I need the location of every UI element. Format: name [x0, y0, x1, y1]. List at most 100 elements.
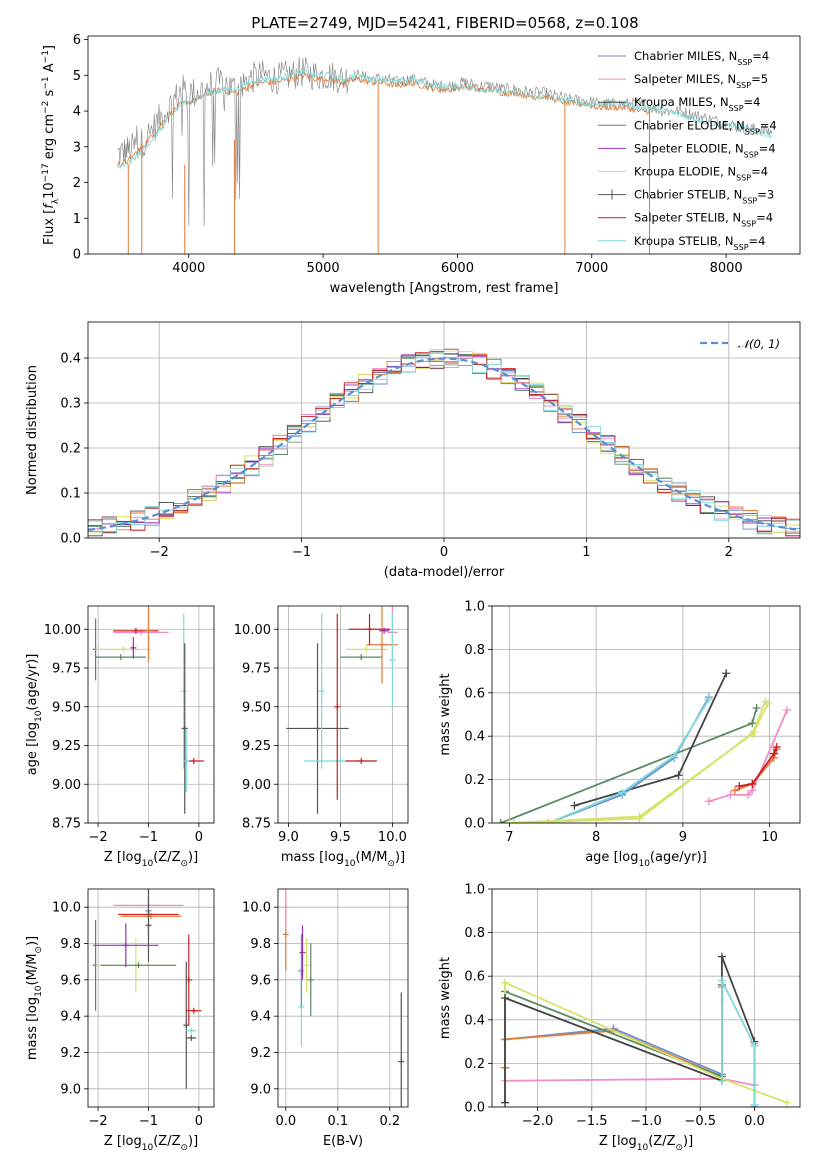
y-tick-label: 9.25 [242, 739, 271, 754]
weight-marker [501, 994, 510, 1002]
x-tick-label: 9.5 [330, 830, 351, 845]
panel-spectrum: PLATE=2749, MJD=54241, FIBERID=0568, z=0… [41, 14, 801, 296]
data-point [183, 730, 190, 792]
legend-label: 𝒩(0, 1) [738, 337, 780, 351]
data-point [318, 613, 325, 769]
weight-marker [717, 952, 726, 961]
data-point [186, 1027, 197, 1034]
x-axis-label: E(B-V) [323, 1134, 363, 1149]
data-point [345, 758, 377, 764]
data-point [299, 925, 306, 980]
y-tick-label: 0.2 [60, 442, 81, 457]
y-axis-label: mass [log10(M/M⊙)] [25, 936, 44, 1060]
y-tick-label: 0.8 [464, 643, 485, 658]
data-point [181, 643, 188, 814]
weight-marker [782, 1098, 791, 1107]
plot-area [92, 606, 204, 814]
y-tick-label: 9.00 [242, 778, 271, 793]
weight-marker [752, 703, 761, 712]
weight-marker [750, 1100, 759, 1107]
spectrum-series [117, 67, 773, 169]
y-tick-label: 0.0 [464, 1101, 485, 1116]
y-axis-label: mass weight [438, 957, 453, 1039]
weight-series [504, 956, 756, 1107]
data-point [145, 889, 152, 962]
weight-marker [782, 706, 791, 715]
weight-marker [726, 790, 735, 799]
weight-series [721, 980, 756, 1105]
weight-marker [501, 1098, 510, 1107]
x-axis-label: mass [log10(M/M⊙)] [281, 850, 405, 869]
x-tick-label: −2 [88, 1114, 107, 1129]
data-point [282, 889, 289, 929]
legend-label: Kroupa ELODIE, NSSP=4 [634, 165, 768, 183]
y-tick-label: 9.50 [52, 700, 81, 715]
y-tick-label: 0.8 [464, 926, 485, 941]
weight-marker [704, 695, 713, 704]
data-point [145, 606, 152, 662]
y-tick-label: 0.4 [464, 1013, 485, 1028]
y-tick-label: 10.0 [52, 901, 81, 916]
axes-frame [277, 888, 409, 1108]
axes-frame [277, 605, 409, 824]
y-tick-label: 10.00 [44, 623, 81, 638]
legend-label: Salpeter MILES, NSSP=5 [634, 72, 768, 90]
plot-area [286, 606, 398, 814]
panel-weight-vs-Z: −2.0 −1.5 −1.0 −0.5 0.0 0.0 0.2 0.4 0.6 0.8 1.0 Z [… [438, 883, 801, 1153]
x-tick-label: 10.0 [378, 830, 407, 845]
y-tick-label: 8.75 [242, 817, 271, 832]
x-tick-label: −1.5 [576, 1114, 608, 1129]
data-point [93, 923, 159, 968]
data-point [345, 646, 388, 653]
weight-marker [743, 790, 752, 799]
y-tick-label: 0.1 [60, 487, 81, 502]
weight-marker [748, 779, 757, 788]
legend: 𝒩(0, 1) [700, 337, 780, 351]
y-tick-label: 4 [73, 105, 81, 120]
plot-area [88, 348, 800, 537]
weight-marker [772, 743, 781, 752]
panel-age-vs-Z: −2 −1 0 8.75 9.00 9.25 9.50 9.75 10.00 Z [log10(Z… [25, 605, 215, 869]
y-tick-label: 9.2 [250, 1046, 271, 1061]
weight-marker [763, 699, 772, 708]
data-point [389, 613, 396, 707]
y-axis-label: age [log10(age/yr)] [25, 654, 44, 776]
y-tick-label: 9.75 [52, 662, 81, 677]
axes-frame [491, 605, 801, 824]
data-point [348, 613, 391, 645]
weight-marker [717, 1076, 726, 1085]
chart-title: PLATE=2749, MJD=54241, FIBERID=0568, z=0… [251, 14, 638, 32]
weight-marker [717, 976, 726, 985]
data-point [95, 654, 146, 661]
x-axis-label: wavelength [Angstrom, rest frame] [330, 281, 559, 296]
x-tick-label: 10 [761, 830, 778, 845]
weight-marker [496, 819, 505, 823]
data-point [183, 961, 190, 1089]
x-tick-label: −1 [292, 545, 311, 560]
weight-series [739, 746, 778, 787]
y-tick-label: 1.0 [464, 600, 485, 615]
weight-marker [730, 786, 739, 795]
y-tick-label: 9.2 [60, 1046, 81, 1061]
legend-label: Salpeter STELIB, NSSP=4 [634, 211, 773, 229]
x-tick-label: −2 [88, 830, 107, 845]
weight-marker [501, 978, 510, 987]
data-point [186, 1034, 197, 1041]
weight-marker [748, 719, 757, 728]
x-tick-label: 9.0 [278, 830, 299, 845]
x-axis-label: Z [log10(Z/Z⊙)] [104, 850, 198, 869]
y-axis-label: mass weight [438, 673, 453, 755]
y-tick-label: 0.6 [464, 970, 485, 985]
y-tick-label: 0.6 [464, 686, 485, 701]
weight-marker [769, 749, 778, 758]
x-tick-label: 8 [592, 830, 600, 845]
plot-area [282, 889, 405, 1107]
y-tick-label: 9.25 [52, 739, 81, 754]
x-tick-label: 0.0 [275, 1114, 296, 1129]
weight-marker [750, 727, 759, 736]
data-point [303, 938, 310, 993]
y-tick-label: 9.75 [242, 662, 271, 677]
x-axis-label: age [log10(age/yr)] [585, 850, 707, 869]
plot-area [117, 56, 773, 254]
spectrum-series [117, 72, 652, 167]
